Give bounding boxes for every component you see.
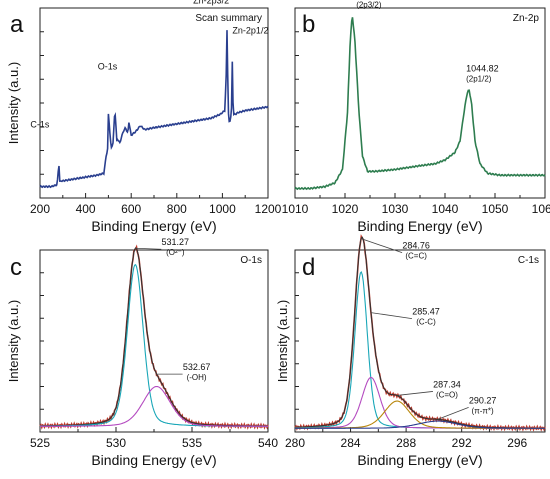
x-tick-label: 400: [76, 202, 96, 216]
panel-title: Zn-2p: [513, 13, 540, 24]
x-tick-label: 200: [30, 202, 50, 216]
panel-c: 525 530 535 540 Binding Energy (eV) Intensity…: [6, 237, 278, 468]
panel-title: Scan summary: [195, 13, 262, 24]
annotation-sublabel: (2p1/2): [466, 75, 492, 84]
annotation-leader: [396, 391, 433, 396]
annotation-label: 285.47: [412, 307, 440, 317]
series-line-c-c: [294, 270, 545, 429]
x-tick-label: 1030: [382, 202, 409, 216]
annotation-leader: [135, 247, 162, 250]
annotation-sublabel: (C=O): [436, 390, 458, 399]
y-axis-label: Intensity (a.u.): [275, 300, 290, 382]
x-axis: 525 530 535 540: [30, 427, 278, 450]
x-tick-label: 288: [396, 436, 416, 450]
panel-letter: c: [10, 254, 22, 281]
x-tick-label: 1050: [482, 202, 509, 216]
x-tick-label: 540: [258, 436, 278, 450]
series-line-spectrum: [39, 30, 269, 189]
series-line-raw: [294, 234, 546, 432]
panel-letter: b: [302, 11, 315, 38]
y-axis-label: Intensity (a.u.): [6, 300, 21, 382]
series-group: [294, 17, 546, 191]
panel-title: O-1s: [240, 255, 262, 266]
annotation-label: C-1s: [30, 119, 50, 129]
plot-frame: [39, 249, 269, 433]
x-tick-label: 530: [106, 436, 126, 450]
x-tick-label: 600: [121, 202, 141, 216]
series-line-fit: [295, 236, 545, 429]
x-axis-label: Binding Energy (eV): [357, 218, 482, 234]
annotation-label: 290.27: [469, 395, 497, 405]
annotation-label: Zn-2p1/2: [232, 26, 268, 36]
annotation-sublabel: (π-π*): [472, 406, 494, 415]
annotation-sublabel: (-OH): [187, 373, 207, 382]
x-axis-label: Binding Energy (eV): [91, 452, 216, 468]
x-tick-label: 1010: [282, 202, 309, 216]
annotation-label: 284.76: [402, 241, 430, 251]
plot-frame: [294, 249, 546, 433]
panel-title: C-1s: [518, 255, 539, 266]
annotation-leader: [370, 312, 413, 319]
plot-frame: [294, 7, 546, 199]
x-tick-label: 535: [182, 436, 202, 450]
x-axis: 1010 1020 1030 1040 1050 1060: [282, 193, 550, 216]
annotation-sublabel: (C=C): [405, 252, 427, 261]
series-line-raw: [39, 244, 269, 430]
annotation-label: 531.27: [162, 237, 190, 247]
x-tick-label: 280: [285, 436, 305, 450]
x-axis: 280 284 288 292 296: [285, 427, 528, 450]
series-line-peak2: [40, 385, 268, 427]
annotation-label: Zn-2p3/2: [193, 0, 229, 6]
x-tick-label: 525: [30, 436, 50, 450]
x-tick-label: 1020: [332, 202, 359, 216]
x-tick-label: 800: [167, 202, 187, 216]
x-tick-label: 292: [452, 436, 472, 450]
panel-b: 1010 1020 1030 1040 1050 1060 Binding Energy (…: [282, 1, 550, 234]
annotation-label: O-1s: [98, 61, 118, 71]
y-axis-label: Intensity (a.u.): [6, 62, 21, 144]
x-tick-label: 1200: [255, 202, 282, 216]
panel-a: 200 400 600 800 1000 1200 Binding Energy (eV) I…: [6, 0, 282, 234]
panel-letter: d: [302, 254, 315, 281]
x-axis: 200 400 600 800 1000 1200: [30, 193, 282, 216]
x-tick-label: 1060: [532, 202, 550, 216]
panel-d: 280 284 288 292 296 Binding Energy (eV) Intens…: [275, 234, 546, 468]
x-tick-label: 1000: [209, 202, 236, 216]
x-axis-label: Binding Energy (eV): [357, 452, 482, 468]
annotation-label: 532.67: [183, 362, 211, 372]
series-line-pi: [295, 420, 545, 429]
x-tick-label: 284: [341, 436, 361, 450]
annotation-sublabel: (C-C): [416, 318, 436, 327]
series-group: [39, 30, 269, 189]
panel-letter: a: [10, 11, 24, 38]
x-tick-label: 1040: [432, 202, 459, 216]
annotation-label: 1044.82: [466, 64, 499, 74]
annotation-leader: [360, 238, 403, 254]
x-axis-label: Binding Energy (eV): [91, 218, 216, 234]
series-group: [294, 234, 546, 432]
annotation-sublabel: (O²⁻): [166, 248, 185, 257]
series-line-peak1: [40, 263, 268, 427]
series-line-fit: [40, 247, 268, 427]
annotation-label: 287.34: [433, 379, 461, 389]
series-line-spectrum: [294, 17, 546, 191]
series-group: [39, 244, 269, 430]
annotation-sublabel: (2p3/2): [356, 1, 382, 10]
x-tick-label: 296: [507, 436, 527, 450]
annotation-leader: [437, 406, 469, 420]
